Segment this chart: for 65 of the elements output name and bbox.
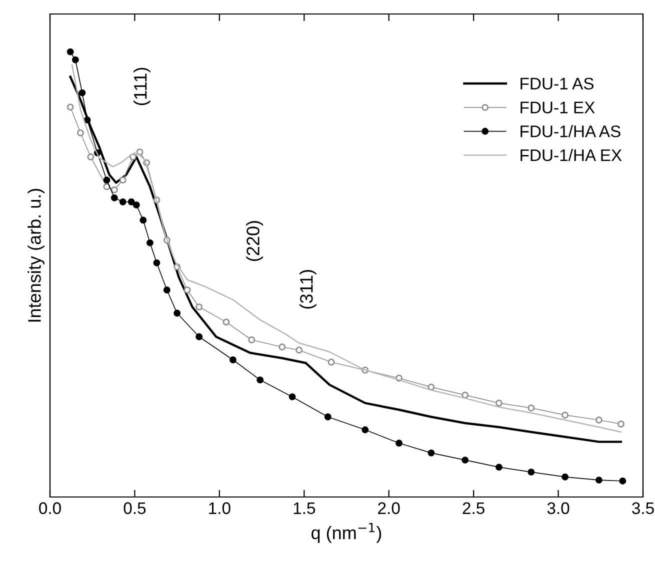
point	[496, 400, 502, 407]
x-tick-label: 1.0	[209, 502, 230, 514]
point	[87, 153, 94, 160]
point	[428, 384, 435, 391]
x-tick-label: 0.5	[124, 502, 146, 514]
point	[66, 48, 74, 56]
point	[163, 286, 170, 294]
y-axis-title: Intensity (arb. u.)	[28, 188, 44, 322]
point	[324, 413, 332, 420]
point	[77, 129, 84, 136]
point	[78, 89, 86, 96]
point	[288, 393, 296, 400]
point	[528, 468, 535, 476]
legend-label: FDU-1/HA AS	[520, 125, 620, 138]
x-tick-label: 3.0	[547, 502, 570, 514]
point	[119, 176, 126, 184]
legend-label: FDU-1 AS	[520, 78, 594, 90]
point	[296, 346, 303, 354]
point	[595, 476, 602, 484]
point	[496, 464, 502, 471]
legend-label: FDU-1/HA EX	[520, 148, 622, 162]
x-tick-label: 1.5	[294, 502, 316, 514]
x-axis-title: q (nm$^{−1}$)	[312, 522, 382, 543]
x-tick-label: 2.0	[378, 502, 400, 514]
x-tick-label: 0.0	[39, 502, 61, 514]
point	[174, 310, 181, 317]
point	[328, 358, 335, 366]
point	[462, 456, 469, 464]
point	[84, 116, 91, 124]
legend-label: FDU-1 EX	[520, 102, 595, 114]
point	[66, 104, 74, 111]
point	[248, 336, 256, 344]
point	[618, 420, 624, 428]
x-tick-label: 2.5	[462, 502, 484, 514]
point	[256, 376, 264, 384]
point	[184, 286, 191, 294]
point	[562, 412, 569, 419]
point	[196, 333, 203, 340]
annotation: (111)	[134, 68, 150, 106]
point	[362, 426, 369, 434]
point	[595, 416, 602, 424]
point	[140, 216, 147, 224]
point	[230, 356, 236, 364]
point	[103, 183, 110, 190]
point	[222, 318, 230, 326]
point	[110, 194, 118, 202]
point	[119, 198, 126, 206]
point	[396, 440, 402, 447]
point	[428, 449, 435, 456]
point	[196, 303, 203, 310]
annotation: (311)	[300, 270, 316, 309]
point	[462, 392, 469, 399]
point	[153, 259, 160, 266]
point	[132, 202, 140, 208]
point	[146, 239, 154, 246]
x-tick-label: 3.5	[632, 502, 654, 514]
point	[72, 56, 79, 64]
point	[528, 404, 535, 412]
point	[128, 198, 135, 206]
point	[103, 176, 110, 184]
point	[562, 473, 569, 480]
point	[278, 344, 286, 350]
point	[110, 186, 118, 194]
annotation: (220)	[246, 221, 263, 261]
point	[619, 478, 626, 484]
